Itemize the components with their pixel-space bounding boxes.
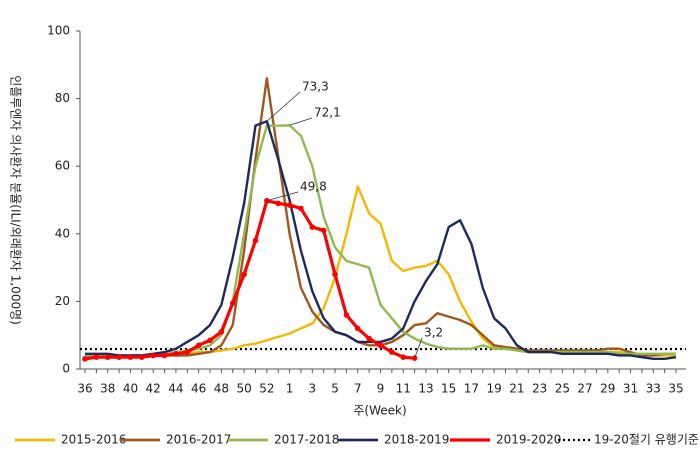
x-tick-label: 52 bbox=[259, 382, 274, 396]
series-marker bbox=[400, 354, 407, 360]
x-tick-label: 40 bbox=[123, 382, 138, 396]
legend-label: 19-20절기 유행기준 bbox=[594, 432, 699, 447]
series-marker bbox=[127, 354, 134, 360]
series-marker bbox=[332, 271, 338, 278]
x-tick-label: 31 bbox=[623, 382, 638, 396]
annotation: 3,2 bbox=[424, 326, 443, 340]
x-tick-label: 21 bbox=[509, 382, 524, 396]
series-marker bbox=[150, 352, 156, 359]
legend-label: 2019-2020 bbox=[496, 433, 561, 447]
y-tick-label: 40 bbox=[55, 226, 70, 240]
series-marker bbox=[207, 337, 213, 344]
series-marker bbox=[139, 354, 145, 360]
series-line bbox=[85, 77, 676, 359]
annotation-leader bbox=[414, 337, 423, 359]
y-tick-label: 20 bbox=[55, 294, 70, 308]
y-axis-label: 인플루엔자 의사환자 분율(ILI/외래환자 1,000명) bbox=[9, 75, 23, 325]
x-tick-label: 1 bbox=[286, 382, 294, 396]
series-line bbox=[85, 120, 677, 361]
x-tick-label: 50 bbox=[236, 382, 251, 396]
x-tick-label: 27 bbox=[577, 382, 592, 396]
annotation: 49,8 bbox=[300, 180, 327, 194]
legend-label: 2017-2018 bbox=[274, 433, 339, 447]
x-axis-label: 주(Week) bbox=[353, 404, 406, 418]
y-tick-label: 60 bbox=[55, 159, 70, 173]
x-tick-label: 33 bbox=[646, 382, 661, 396]
legend-label: 2016-2017 bbox=[166, 433, 231, 447]
x-tick-label: 25 bbox=[555, 382, 570, 396]
series-marker bbox=[366, 335, 372, 342]
series-marker bbox=[93, 354, 100, 360]
series-marker bbox=[229, 300, 236, 306]
x-tick-label: 48 bbox=[214, 382, 229, 396]
x-tick-label: 36 bbox=[77, 382, 92, 396]
x-tick-label: 46 bbox=[191, 382, 206, 396]
x-tick-label: 3 bbox=[308, 382, 316, 396]
series-marker bbox=[252, 237, 259, 244]
series-marker bbox=[389, 349, 395, 355]
y-tick-label: 0 bbox=[62, 362, 70, 376]
series-marker bbox=[184, 349, 191, 355]
series-marker bbox=[241, 271, 247, 278]
x-tick-label: 23 bbox=[532, 382, 547, 396]
series-marker bbox=[82, 356, 88, 362]
x-tick-label: 7 bbox=[354, 382, 362, 396]
legend-label: 2018-2019 bbox=[384, 433, 449, 447]
series-marker bbox=[218, 329, 225, 335]
series-marker bbox=[275, 200, 282, 207]
series-line bbox=[85, 124, 676, 357]
y-tick-label: 80 bbox=[55, 91, 70, 105]
x-tick-label: 44 bbox=[168, 382, 183, 396]
annotation-leader bbox=[266, 191, 299, 202]
x-tick-label: 9 bbox=[377, 382, 385, 396]
series-marker bbox=[195, 342, 202, 349]
series-marker bbox=[354, 325, 361, 332]
x-tick-label: 19 bbox=[487, 382, 502, 396]
annotation-leader bbox=[289, 117, 313, 126]
series-marker bbox=[320, 227, 327, 234]
x-tick-label: 35 bbox=[668, 382, 683, 396]
series-marker bbox=[309, 224, 316, 230]
legend-label: 2015-2016 bbox=[61, 433, 126, 447]
x-tick-label: 5 bbox=[331, 382, 339, 396]
y-tick-label: 100 bbox=[47, 24, 70, 38]
x-tick-label: 13 bbox=[418, 382, 433, 396]
x-tick-label: 38 bbox=[100, 382, 115, 396]
series-line bbox=[84, 199, 415, 361]
series-marker bbox=[173, 350, 179, 357]
series-marker bbox=[411, 355, 418, 361]
annotation-leader bbox=[266, 91, 301, 122]
annotation: 73,3 bbox=[302, 80, 329, 94]
series-line bbox=[85, 185, 676, 357]
series-marker bbox=[286, 202, 293, 208]
x-tick-label: 17 bbox=[464, 382, 479, 396]
series-marker bbox=[104, 354, 111, 360]
series-marker bbox=[161, 352, 168, 359]
series-marker bbox=[298, 205, 304, 212]
x-tick-label: 29 bbox=[600, 382, 615, 396]
x-tick-label: 42 bbox=[146, 382, 161, 396]
series-marker bbox=[343, 312, 350, 318]
series-marker bbox=[116, 354, 122, 360]
series-marker bbox=[377, 342, 384, 349]
x-tick-label: 11 bbox=[396, 382, 411, 396]
annotation: 72,1 bbox=[314, 106, 341, 120]
x-tick-label: 15 bbox=[441, 382, 456, 396]
